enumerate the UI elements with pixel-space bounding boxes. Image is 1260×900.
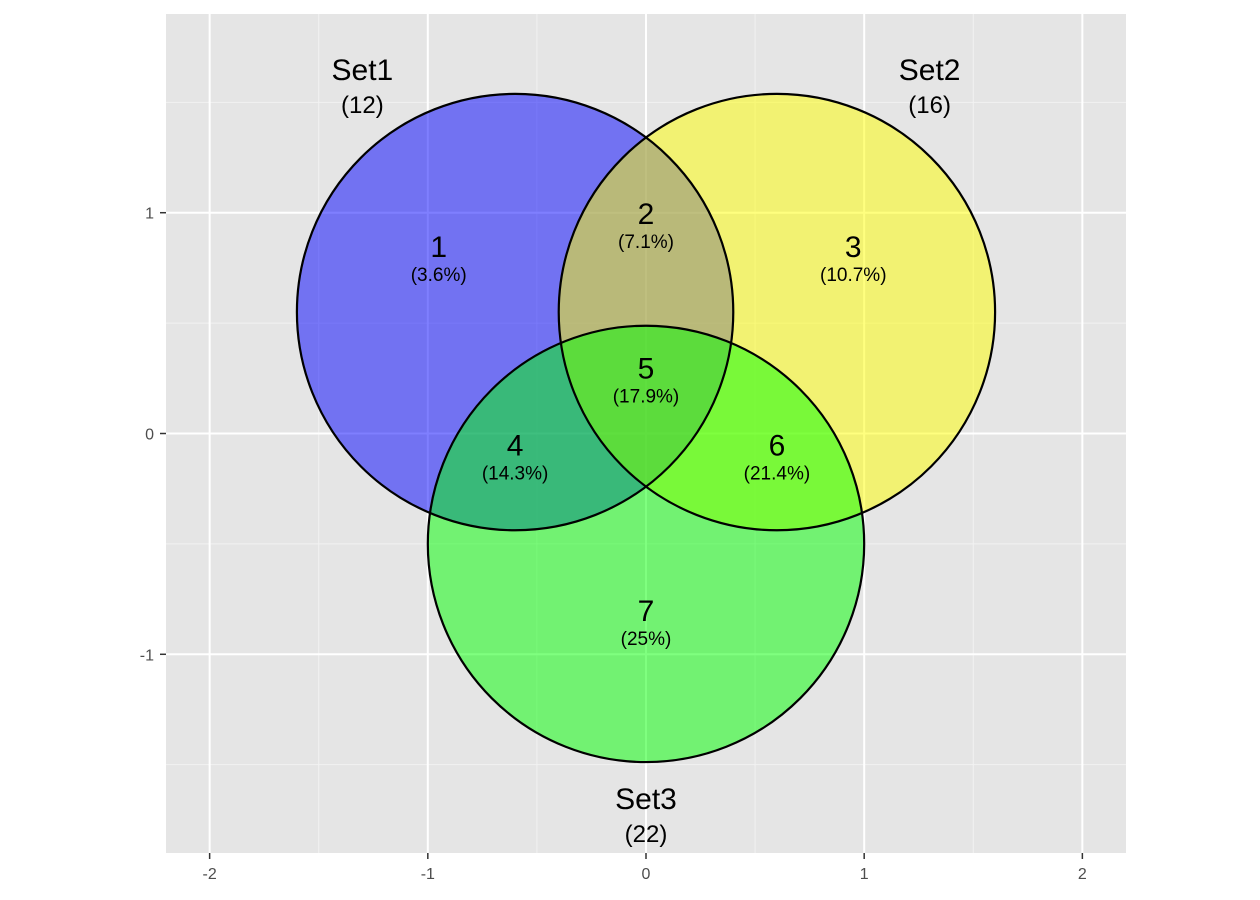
region-count-5: 5 — [638, 352, 655, 385]
set-label-set2: Set2 — [899, 54, 961, 87]
set-count-set2: (16) — [908, 92, 951, 119]
region-count-6: 6 — [769, 430, 786, 463]
region-count-2: 2 — [638, 198, 655, 231]
y-tick-label: -1 — [140, 647, 154, 664]
set-outline-set3 — [426, 324, 866, 764]
x-tick-label: -2 — [203, 866, 217, 883]
set-circle-set3 — [427, 325, 865, 763]
set-circle-outlines — [295, 92, 997, 764]
region-count-7: 7 — [638, 595, 655, 628]
region-count-4: 4 — [507, 430, 524, 463]
y-tick-label: 1 — [145, 206, 154, 223]
set-circles — [296, 93, 996, 763]
x-tick-label: -1 — [421, 866, 435, 883]
region-percent-2: (7.1%) — [618, 232, 674, 253]
region-count-1: 1 — [430, 231, 447, 264]
x-tick-label: 2 — [1078, 866, 1087, 883]
axis-ticks: -2 -1 0 1 2 -1 0 1 — [140, 206, 1087, 883]
region-percent-5: (17.9%) — [613, 386, 680, 407]
x-tick-label: 0 — [642, 866, 651, 883]
set-label-set3: Set3 — [615, 783, 677, 816]
region-count-3: 3 — [845, 231, 862, 264]
region-percent-1: (3.6%) — [411, 265, 467, 286]
set-label-set1: Set1 — [332, 54, 394, 87]
region-percent-3: (10.7%) — [820, 265, 887, 286]
region-percent-7: (25%) — [621, 629, 672, 650]
region-percent-6: (21.4%) — [744, 464, 811, 485]
venn-labels: Set1(12)Set2(16)Set3(22)1(3.6%)2(7.1%) 3(… — [332, 54, 961, 848]
region-percent-4: (14.3%) — [482, 464, 549, 485]
set-outline-set2 — [557, 92, 997, 532]
set-outline-set1 — [295, 92, 735, 532]
set-count-set1: (12) — [341, 92, 384, 119]
y-tick-label: 0 — [145, 427, 154, 444]
set-count-set3: (22) — [625, 821, 668, 848]
x-tick-label: 1 — [860, 866, 869, 883]
